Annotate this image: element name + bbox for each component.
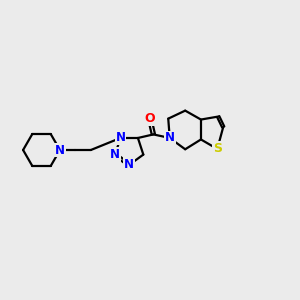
Text: N: N	[116, 131, 125, 145]
Text: N: N	[55, 143, 65, 157]
Text: O: O	[145, 112, 155, 125]
Text: S: S	[213, 142, 222, 155]
Text: N: N	[124, 158, 134, 171]
Text: N: N	[165, 131, 175, 145]
Text: N: N	[110, 148, 120, 161]
